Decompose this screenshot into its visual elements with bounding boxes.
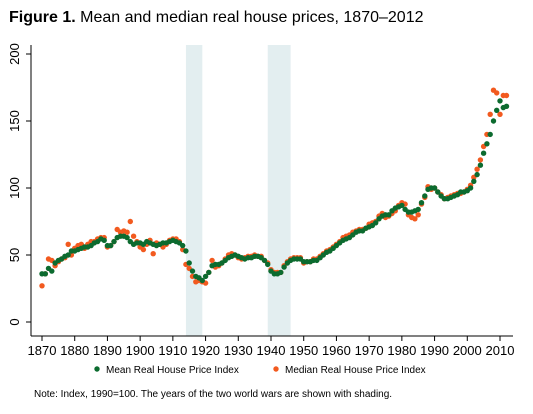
x-tick-label: 1990 (420, 343, 449, 358)
mean-point (435, 189, 441, 195)
mean-point (497, 98, 503, 104)
median-point (150, 251, 156, 257)
mean-point (490, 118, 497, 124)
mean-point (206, 269, 212, 276)
mean-point (415, 206, 421, 213)
figure-title: Figure 1. Mean and median real house pri… (9, 8, 424, 28)
war-shading-group (185, 45, 291, 336)
median-point (503, 92, 510, 99)
war-shading-band (185, 45, 203, 336)
mean-point (386, 212, 392, 218)
median-point (124, 229, 130, 235)
y-axis: 0 50 100 150 200 (7, 43, 32, 336)
x-tick-label: 2010 (486, 343, 515, 358)
mean-point (186, 260, 192, 266)
mean-point (418, 200, 425, 206)
mean-point (399, 202, 405, 209)
figure-note: Note: Index, 1990=100. The years of the … (34, 389, 393, 400)
median-point (497, 111, 503, 118)
mean-point (487, 131, 493, 138)
mean-point (199, 277, 205, 284)
x-axis: 1870 1880 1890 1900 1910 1920 1930 1940 1950 1960… (28, 335, 515, 358)
figure-label: Figure 1. (9, 9, 76, 26)
mean-point (265, 261, 271, 268)
mean-point (180, 242, 186, 249)
mean-point (503, 103, 510, 110)
mean-point (108, 242, 114, 249)
mean-point (278, 269, 284, 276)
x-tick-label: 1910 (158, 343, 187, 358)
median-point (412, 216, 418, 222)
y-tick-label: 100 (7, 177, 22, 199)
median-point (127, 218, 133, 225)
legend-mean-marker (94, 366, 100, 372)
median-point (130, 233, 137, 239)
legend-median-label: Median Real House Price Index (285, 365, 426, 376)
median-point (39, 283, 45, 289)
mean-point (202, 273, 209, 280)
x-tick-label: 1880 (60, 343, 89, 358)
x-tick-label: 1890 (93, 343, 122, 358)
mean-point (261, 257, 268, 264)
mean-point (183, 248, 189, 254)
median-point (65, 241, 71, 247)
median-point (140, 246, 147, 253)
mean-point (373, 220, 379, 226)
y-tick-label: 0 (7, 318, 22, 325)
figure-title-text: Mean and median real house prices, 1870–… (80, 9, 424, 26)
mean-point (124, 234, 130, 241)
mean-point (484, 141, 490, 147)
x-tick-label: 1940 (257, 343, 286, 358)
x-tick-label: 1870 (28, 343, 57, 358)
x-tick-label: 1960 (322, 343, 351, 358)
x-tick-label: 1970 (355, 343, 384, 358)
mean-point (471, 178, 477, 184)
legend: Mean Real House Price Index Median Real H… (94, 365, 426, 376)
median-point (474, 166, 480, 172)
x-tick-label: 1930 (224, 343, 253, 358)
x-tick-label: 1920 (191, 343, 220, 358)
x-tick-label: 2000 (453, 343, 482, 358)
mean-point (467, 185, 474, 191)
mean-point (65, 252, 71, 258)
median-point (209, 257, 215, 264)
mean-point (189, 268, 196, 274)
mean-point (477, 162, 484, 168)
y-tick-label: 150 (7, 110, 22, 132)
legend-median-marker (273, 366, 279, 372)
mean-point (431, 185, 438, 191)
mean-point (281, 264, 287, 270)
median-point (494, 90, 500, 96)
median-point (415, 212, 421, 218)
data-points (39, 87, 510, 289)
median-point (487, 111, 493, 118)
mean-point (494, 107, 500, 114)
y-tick-label: 200 (7, 43, 22, 65)
y-tick-label: 50 (7, 248, 22, 262)
mean-point (422, 193, 428, 199)
mean-point (474, 171, 480, 178)
mean-point (42, 271, 48, 277)
median-point (477, 157, 484, 163)
mean-point (101, 237, 107, 243)
legend-mean-label: Mean Real House Price Index (106, 365, 239, 376)
mean-point (480, 150, 487, 156)
mean-point (49, 268, 55, 274)
mean-point (111, 238, 117, 245)
x-tick-label: 1980 (387, 343, 416, 358)
x-tick-label: 1950 (289, 343, 318, 358)
x-tick-label: 1900 (126, 343, 155, 358)
war-shading-band (267, 45, 291, 336)
